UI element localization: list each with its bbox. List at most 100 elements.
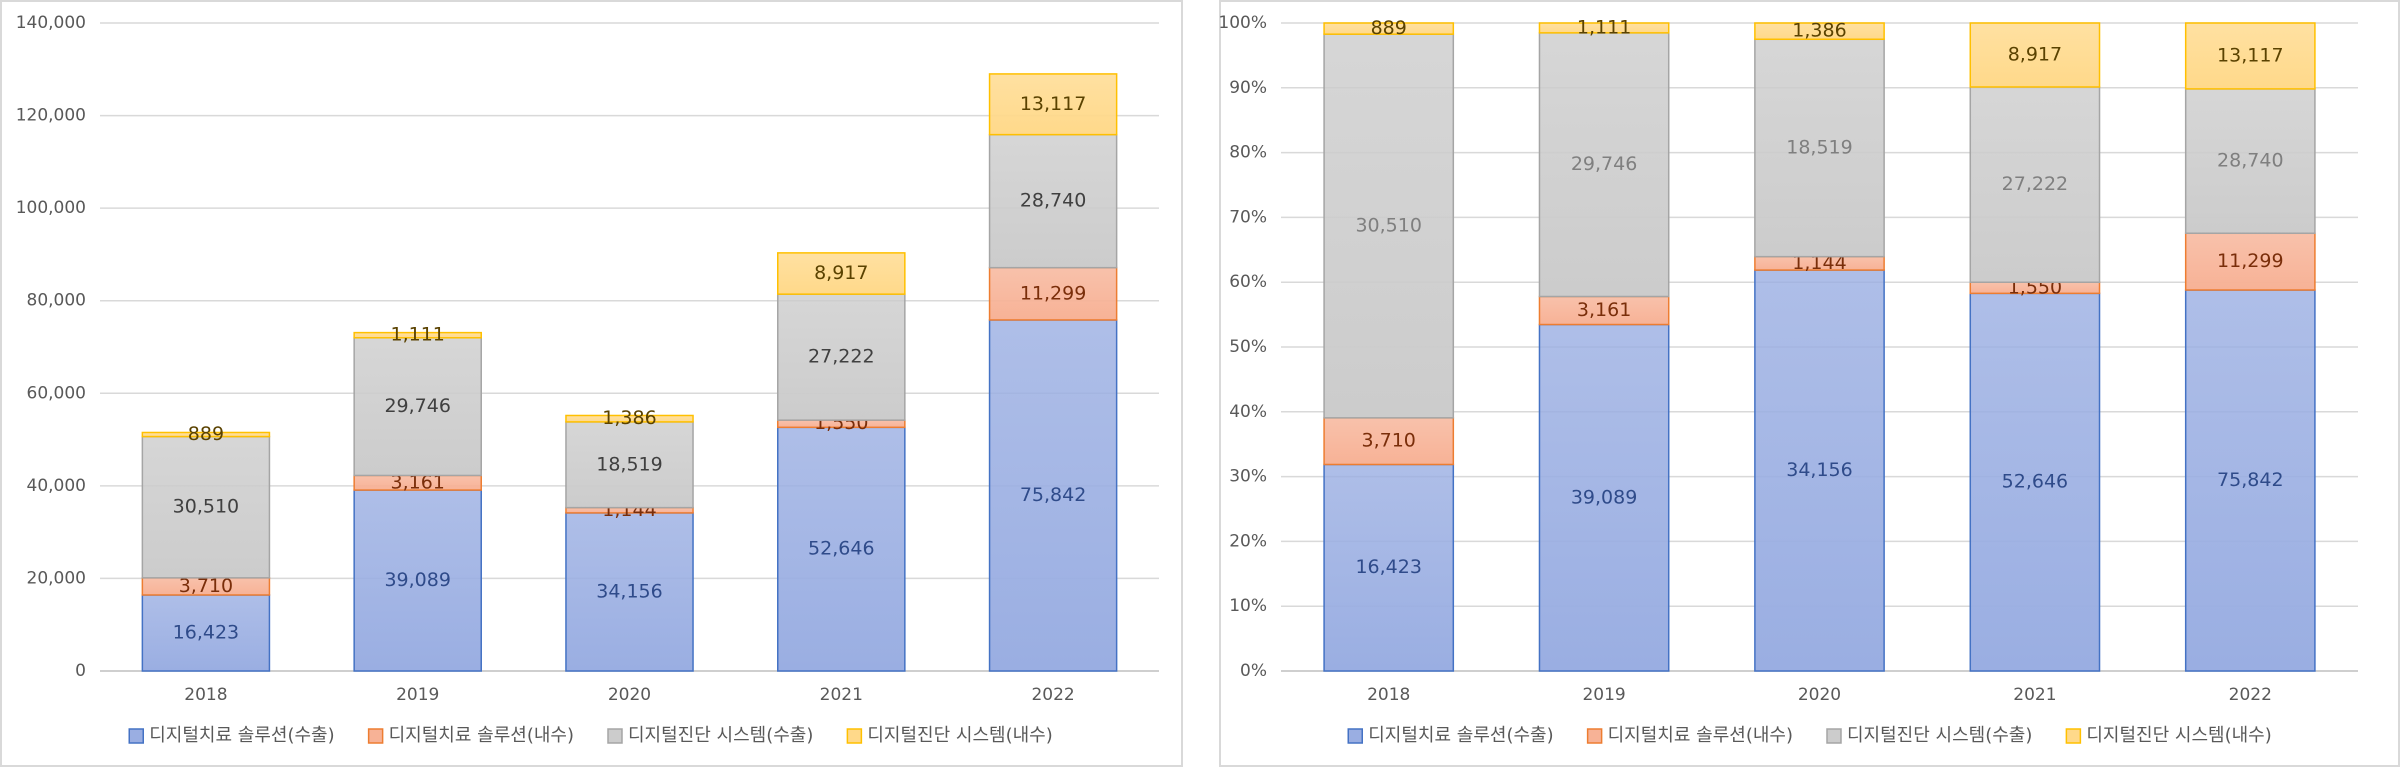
data-label: 75,842 <box>1020 484 1086 506</box>
data-label: 13,117 <box>1020 93 1086 115</box>
y-tick-label: 20,000 <box>27 568 86 588</box>
data-label: 75,842 <box>2217 469 2283 491</box>
data-label: 889 <box>188 423 224 445</box>
y-tick-label: 140,000 <box>16 13 86 33</box>
data-label: 16,423 <box>1355 556 1421 578</box>
bar-segment <box>1754 269 1885 672</box>
y-tick-label: 60% <box>1229 272 1267 292</box>
data-label: 8,917 <box>814 262 868 284</box>
bar-segment <box>1538 295 1670 326</box>
data-label: 52,646 <box>808 538 874 560</box>
data-label: 3,710 <box>1361 430 1415 452</box>
x-tick-label: 2020 <box>1798 685 1841 705</box>
data-label: 11,299 <box>2217 250 2283 272</box>
x-tick-label: 2022 <box>2229 685 2272 705</box>
y-tick-label: 20% <box>1229 531 1267 551</box>
data-label: 27,222 <box>808 346 874 368</box>
bar-segment <box>1323 417 1455 466</box>
data-label: 28,740 <box>2217 150 2283 172</box>
legend-marker <box>2065 728 2082 744</box>
bar-segment <box>1969 86 2101 283</box>
y-tick-label: 60,000 <box>27 383 86 403</box>
x-tick-label: 2022 <box>1031 685 1074 705</box>
bar-segment <box>353 489 482 672</box>
y-tick-label: 80,000 <box>27 291 86 311</box>
y-tick-label: 80% <box>1229 143 1267 163</box>
x-tick-label: 2018 <box>1367 685 1410 705</box>
legend-marker <box>1826 728 1842 744</box>
legend-marker <box>367 728 384 744</box>
y-tick-label: 10% <box>1229 596 1267 616</box>
bar-segment <box>353 331 482 339</box>
bar-segment <box>1754 22 1885 41</box>
bar-segment <box>1323 22 1455 35</box>
data-label: 27,222 <box>2002 173 2068 195</box>
x-tick-label: 2019 <box>396 685 439 705</box>
legend-label: 디지털치료 솔루션(내수) <box>1608 725 1793 746</box>
data-label: 18,519 <box>596 453 662 475</box>
data-label: 34,156 <box>596 580 662 602</box>
y-tick-label: 100% <box>1218 13 1267 33</box>
y-tick-label: 90% <box>1229 78 1267 98</box>
bar-segment <box>1323 33 1455 419</box>
data-label: 29,746 <box>384 395 450 417</box>
data-label: 39,089 <box>384 569 450 591</box>
y-tick-label: 100,000 <box>16 198 86 218</box>
bar-segment <box>777 252 906 295</box>
data-label: 11,299 <box>1020 282 1086 304</box>
bar-segment <box>777 293 906 421</box>
bar-segment <box>2184 22 2316 90</box>
data-label: 13,117 <box>2217 44 2283 66</box>
data-label: 3,161 <box>390 471 444 493</box>
data-label: 1,386 <box>602 407 656 429</box>
data-label: 30,510 <box>173 496 239 518</box>
y-tick-label: 50% <box>1229 337 1267 357</box>
bar-segment <box>1969 22 2101 88</box>
data-label: 889 <box>1371 17 1407 39</box>
bar-segment <box>2184 88 2316 235</box>
legend-marker <box>128 728 144 744</box>
data-label: 8,917 <box>2008 43 2062 65</box>
x-tick-label: 2018 <box>184 685 227 705</box>
x-tick-label: 2021 <box>820 685 863 705</box>
legend-marker <box>1586 728 1603 744</box>
data-label: 18,519 <box>1786 136 1852 158</box>
y-tick-label: 40,000 <box>27 476 86 496</box>
bar-segment <box>1538 32 1670 298</box>
bar-segment <box>777 426 906 672</box>
y-tick-label: 0% <box>1240 661 1267 681</box>
legend-label: 디지털치료 솔루션(내수) <box>389 725 574 746</box>
data-label: 52,646 <box>2002 471 2068 493</box>
legend-marker <box>846 728 863 744</box>
legend-marker <box>1347 728 1363 744</box>
bar-segment <box>2184 232 2316 291</box>
legend-label: 디지털진단 시스템(내수) <box>2086 725 2271 746</box>
y-tick-label: 40% <box>1229 402 1267 422</box>
y-tick-label: 70% <box>1229 207 1267 227</box>
bar-segment <box>988 133 1118 269</box>
legend-label: 디지털진단 시스템(수출) <box>628 725 813 746</box>
legend-marker <box>607 728 623 744</box>
bar-segment <box>565 414 694 423</box>
data-label: 3,161 <box>1577 299 1631 321</box>
data-label: 1,386 <box>1792 20 1846 42</box>
legend-label: 디지털치료 솔루션(수출) <box>149 725 334 746</box>
legend-label: 디지털진단 시스템(내수) <box>867 725 1052 746</box>
x-tick-label: 2021 <box>2013 685 2056 705</box>
bar-segment <box>1323 463 1455 672</box>
data-label: 34,156 <box>1786 459 1852 481</box>
bar-segment <box>988 319 1118 672</box>
data-label: 1,111 <box>1577 16 1631 38</box>
data-label: 28,740 <box>1020 190 1086 212</box>
x-tick-label: 2019 <box>1582 685 1625 705</box>
data-label: 3,710 <box>179 575 233 597</box>
legend-label: 디지털진단 시스템(수출) <box>1847 725 2032 746</box>
y-tick-label: 120,000 <box>16 106 86 126</box>
bar-segment <box>988 266 1118 321</box>
y-tick-label: 0 <box>75 661 86 681</box>
x-tick-label: 2020 <box>608 685 651 705</box>
bar-segment <box>141 594 271 672</box>
data-label: 29,746 <box>1571 153 1637 175</box>
bar-segment <box>141 431 271 438</box>
